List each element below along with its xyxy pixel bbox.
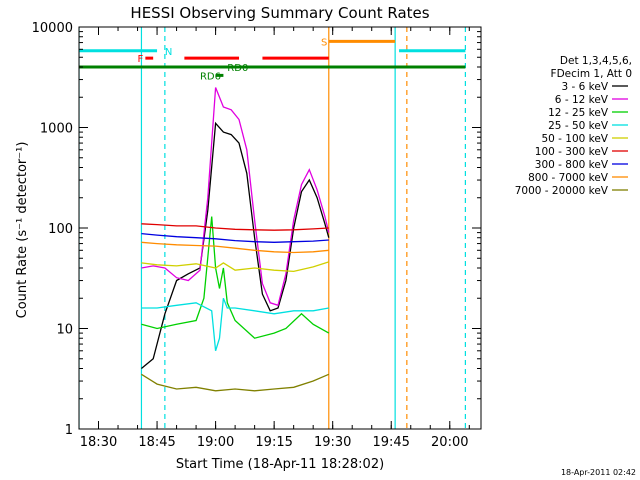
y-tick-label-4: 10000 [32,21,73,36]
legend-label-3: 25 - 50 keV [548,120,609,132]
y-tick-label-0: 1 [65,423,73,438]
x-tick-label-6: 20:00 [431,435,468,450]
series-line-4 [141,261,329,273]
flag-label-2: S [321,37,327,48]
series-line-0 [140,121,330,370]
legend: Det 1,3,4,5,6,FDecim 1, Att 03 - 6 keV6 … [515,55,632,197]
legend-label-2: 12 - 25 keV [548,107,609,119]
legend-label-7: 800 - 7000 keV [528,172,609,184]
y-tick-label-2: 100 [48,222,73,237]
x-axis-label: Start Time (18-Apr-11 18:28:02) [176,457,384,472]
legend-label-8: 7000 - 20000 keV [515,185,609,197]
series-line-5 [141,223,329,231]
legend-label-1: 6 - 12 keV [555,94,609,106]
flag-label-3: RD0 [227,63,248,74]
series-line-6 [141,232,329,243]
series-line-1 [141,87,330,307]
y-tick-label-3: 1000 [40,122,73,137]
x-tick-label-4: 19:30 [314,435,351,450]
legend-label-6: 300 - 800 keV [535,159,609,171]
legend-label-0: 3 - 6 keV [561,81,608,93]
legend-label-5: 100 - 300 keV [535,146,609,158]
series-line-7 [141,241,329,254]
series-line-2 [141,216,330,339]
legend-title-line-0: Det 1,3,4,5,6, [560,55,632,67]
flag-label-4: RD6 [200,71,221,82]
y-axis-label: Count Rate (s⁻¹ detector⁻¹) [15,142,30,319]
flag-label-0: N [165,47,172,58]
footer-date: 18-Apr-2011 02:42 [561,468,636,477]
x-tick-label-5: 19:45 [372,435,409,450]
chart-title: HESSI Observing Summary Count Rates [130,4,429,22]
x-tick-label-2: 19:00 [197,435,234,450]
x-tick-label-1: 18:45 [138,435,175,450]
flag-label-1: F [138,54,144,65]
legend-label-4: 50 - 100 keV [541,133,608,145]
y-tick-label-1: 10 [56,323,73,338]
series-line-3 [141,297,329,351]
x-tick-label-3: 19:15 [255,435,292,450]
series-line-8 [141,373,330,392]
legend-title-line-1: FDecim 1, Att 0 [551,68,632,80]
x-tick-label-0: 18:30 [80,435,117,450]
